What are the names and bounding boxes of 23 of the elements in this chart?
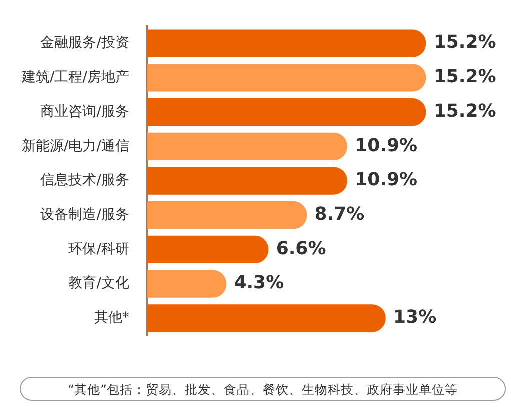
data-label: 15.2% [434, 32, 496, 54]
text: “其他”包括：贸易、批发、食品、餐饮、生物科技、政府事业单位等 [20, 377, 506, 401]
y-tick-label: 教育/文化 [68, 274, 130, 292]
data-label: 8.7% [314, 204, 365, 226]
y-tick-label: 环保/科研 [68, 241, 130, 258]
data-label: 13% [394, 307, 437, 328]
data-label: 15.2% [434, 100, 496, 122]
y-tick-label: 设备制造/服务 [40, 206, 130, 223]
y-tick-label: 商业咨询/服务 [40, 104, 130, 120]
data-label: 10.9% [355, 170, 418, 191]
y-tick-label: 金融服务/投资 [40, 35, 130, 52]
data-label: 15.2% [434, 66, 496, 88]
y-tick-label: 其他* [94, 310, 130, 326]
bar [147, 132, 348, 160]
y-tick-label: 新能源/电力/通信 [22, 138, 130, 154]
y-tick-label: 建筑/工程/房地产 [20, 70, 130, 86]
bar [147, 202, 308, 230]
bar [147, 64, 426, 92]
data-label: 10.9% [355, 135, 418, 156]
y-tick-label: 信息技术/服务 [40, 172, 130, 189]
bar [147, 270, 227, 298]
data-label: 6.6% [276, 238, 326, 260]
data-label: 4.3% [234, 272, 284, 294]
